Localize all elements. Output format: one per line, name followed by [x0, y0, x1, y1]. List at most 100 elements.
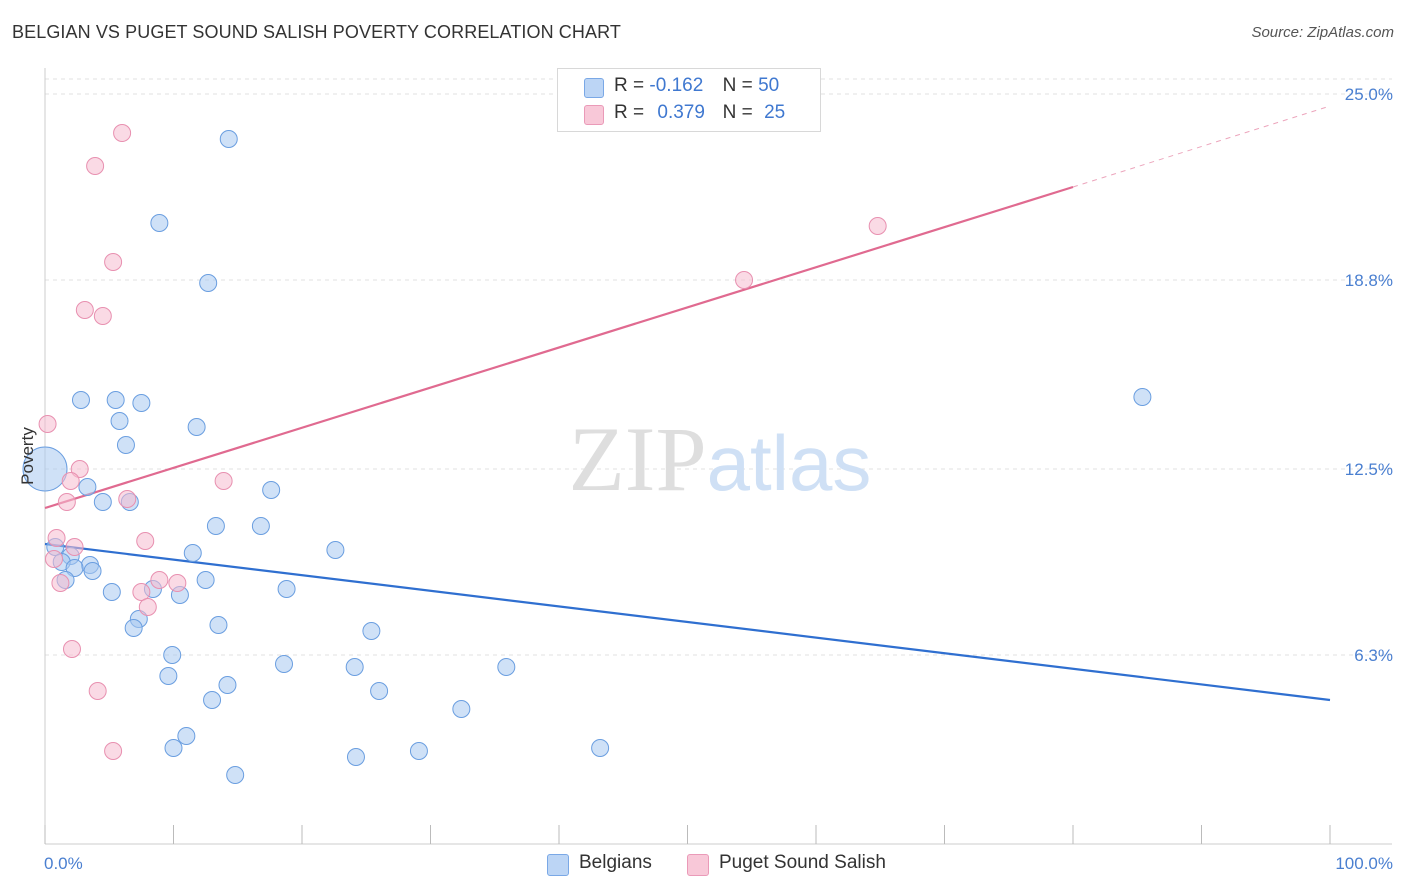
data-point-belgians: [591, 739, 610, 757]
data-point-salish: [61, 472, 80, 490]
legend-n-label: N =: [722, 102, 753, 123]
data-point-belgians: [209, 616, 228, 634]
data-point-belgians: [78, 478, 97, 496]
data-point-belgians: [362, 622, 381, 640]
bottom-legend-label-salish: Puget Sound Salish: [719, 852, 886, 873]
legend-swatch-salish: [584, 105, 604, 125]
legend-text-salish: R = 0.379 N = 25: [614, 102, 785, 124]
data-point-salish: [168, 574, 187, 592]
data-point-salish: [38, 415, 57, 433]
data-point-salish: [62, 640, 81, 658]
data-point-salish: [113, 124, 132, 142]
chart-title: BELGIAN VS PUGET SOUND SALISH POVERTY CO…: [12, 22, 621, 42]
data-point-belgians: [106, 391, 125, 409]
data-point-salish: [868, 217, 887, 235]
data-point-salish: [88, 682, 107, 700]
y-tick-label: 25.0%: [1345, 85, 1393, 104]
data-point-salish: [47, 529, 66, 547]
data-point-belgians: [183, 544, 202, 562]
data-point-belgians: [110, 412, 129, 430]
data-point-belgians: [226, 766, 245, 784]
data-point-belgians: [65, 559, 84, 577]
data-point-salish: [138, 598, 157, 616]
data-point-belgians: [219, 130, 238, 148]
data-point-salish: [65, 538, 84, 556]
data-point-belgians: [93, 493, 112, 511]
trend-line-1: [44, 185, 1074, 510]
legend-r-value-salish: 0.379: [657, 102, 705, 123]
data-point-salish: [150, 571, 169, 589]
data-point-salish: [93, 307, 112, 325]
data-point-belgians: [218, 676, 237, 694]
data-point-salish: [136, 532, 155, 550]
data-point-belgians: [452, 700, 471, 718]
data-point-salish: [86, 157, 105, 175]
data-point-belgians: [116, 436, 135, 454]
data-point-belgians: [124, 619, 143, 637]
trend-line-extension-1: [1072, 105, 1331, 188]
data-point-belgians: [277, 580, 296, 598]
data-point-belgians: [102, 583, 121, 601]
data-point-belgians: [163, 646, 182, 664]
data-point-belgians: [159, 667, 178, 685]
legend-r-label: R =: [614, 75, 645, 96]
data-point-belgians: [187, 418, 206, 436]
data-point-salish: [57, 493, 76, 511]
y-tick-label: 18.8%: [1345, 271, 1393, 290]
data-point-belgians: [275, 655, 294, 673]
data-point-belgians: [370, 682, 389, 700]
data-point-belgians: [177, 727, 196, 745]
x-tick-labels: 0.0% 100.0%: [44, 854, 1393, 873]
x-tick-label-min: 0.0%: [44, 854, 83, 873]
bottom-legend-label-belgians: Belgians: [579, 852, 652, 873]
bottom-legend-swatch-belgians: [547, 854, 569, 876]
x-tick-label-max: 100.0%: [1335, 854, 1393, 873]
data-point-belgians: [132, 394, 151, 412]
chart-source: Source: ZipAtlas.com: [1251, 24, 1394, 41]
data-point-belgians: [71, 391, 90, 409]
data-point-belgians: [262, 481, 281, 499]
legend-n-value-salish: 25: [764, 102, 786, 123]
data-point-belgians: [164, 739, 183, 757]
data-point-belgians: [497, 658, 516, 676]
data-point-belgians: [251, 517, 270, 535]
data-point-salish: [118, 490, 137, 508]
data-point-belgians: [345, 658, 364, 676]
data-point-salish: [70, 460, 89, 478]
legend-r-label: R =: [614, 102, 645, 123]
legend-text-belgians: R = -0.162 N = 50: [614, 75, 779, 97]
data-point-belgians: [346, 748, 365, 766]
data-point-belgians: [22, 446, 68, 492]
data-point-belgians: [409, 742, 428, 760]
data-point-salish: [51, 574, 70, 592]
data-point-salish: [735, 271, 754, 289]
legend-n-value-belgians: 50: [758, 75, 780, 96]
data-point-belgians: [203, 691, 222, 709]
data-points: [22, 124, 1152, 784]
y-axis-label: Poverty: [18, 427, 37, 485]
y-tick-label: 6.3%: [1354, 646, 1393, 665]
data-point-salish: [132, 583, 151, 601]
legend-n-label: N =: [722, 75, 753, 96]
data-point-salish: [75, 301, 94, 319]
y-tick-label: 12.5%: [1345, 460, 1393, 479]
data-point-belgians: [199, 274, 218, 292]
data-point-salish: [44, 550, 63, 568]
watermark-zip: ZIP: [569, 408, 707, 510]
data-point-belgians: [83, 562, 102, 580]
data-point-belgians: [1133, 388, 1152, 406]
y-tick-labels: 6.3% 12.5% 18.8% 25.0%: [1345, 85, 1393, 665]
legend-swatch-belgians: [584, 78, 604, 98]
data-point-salish: [104, 253, 123, 271]
data-point-belgians: [196, 571, 215, 589]
legend-r-value-belgians: -0.162: [649, 75, 704, 96]
watermark: ZIPatlas: [569, 408, 872, 510]
data-point-belgians: [150, 214, 169, 232]
bottom-legend-swatch-salish: [687, 854, 709, 876]
watermark-atlas: atlas: [707, 419, 872, 507]
stats-legend: R = -0.162 N = 50 R = 0.379 N = 25: [557, 68, 821, 132]
data-point-belgians: [206, 517, 225, 535]
data-point-salish: [104, 742, 123, 760]
trend-line-0: [44, 542, 1331, 702]
